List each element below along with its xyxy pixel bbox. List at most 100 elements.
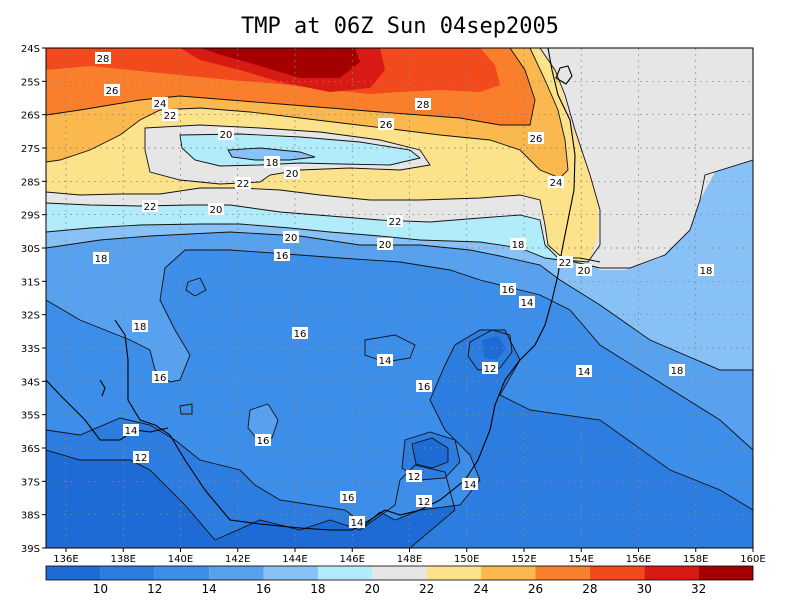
colorbar-swatch bbox=[209, 566, 264, 580]
contour-label: 18 bbox=[264, 156, 280, 169]
lat-label: 24S bbox=[21, 44, 40, 55]
svg-text:24: 24 bbox=[550, 178, 563, 189]
colorbar-swatch bbox=[317, 566, 373, 580]
svg-text:20: 20 bbox=[210, 205, 223, 216]
band-hot-core bbox=[200, 48, 360, 78]
colorbar-swatch bbox=[644, 566, 699, 580]
colorbar-swatch bbox=[535, 566, 590, 580]
colorbar-label: 20 bbox=[365, 582, 380, 596]
contour-label: 20 bbox=[377, 238, 393, 251]
lon-label: 138E bbox=[111, 554, 136, 565]
svg-text:12: 12 bbox=[418, 497, 431, 508]
svg-text:20: 20 bbox=[220, 130, 233, 141]
contour-label: 12 bbox=[406, 470, 422, 483]
colorbar-label: 26 bbox=[528, 582, 543, 596]
contour-label: 14 bbox=[462, 478, 478, 491]
lat-label: 37S bbox=[21, 477, 40, 488]
lat-label: 35S bbox=[21, 411, 40, 422]
lon-label: 158E bbox=[683, 554, 708, 565]
lon-label: 146E bbox=[340, 554, 365, 565]
shaded-fields bbox=[46, 48, 753, 548]
longitude-ticks: 136E 138E 140E 142E 144E 146E 148E 150E 152E 154E… bbox=[53, 548, 766, 565]
colorbar-label: 30 bbox=[637, 582, 652, 596]
lon-label: 154E bbox=[569, 554, 594, 565]
lon-label: 140E bbox=[168, 554, 193, 565]
svg-text:22: 22 bbox=[559, 258, 572, 269]
lat-label: 36S bbox=[21, 444, 40, 455]
contour-label: 16 bbox=[292, 327, 308, 340]
colorbar-label: 28 bbox=[582, 582, 597, 596]
svg-text:22: 22 bbox=[237, 179, 250, 190]
map-title: TMP at 06Z Sun 04sep2005 bbox=[241, 14, 559, 39]
lat-label: 28S bbox=[21, 177, 40, 188]
cold-cell-2 bbox=[482, 336, 506, 360]
colorbar-swatch bbox=[372, 566, 427, 580]
lat-label: 32S bbox=[21, 311, 40, 322]
lat-label: 26S bbox=[21, 111, 40, 122]
svg-text:22: 22 bbox=[144, 202, 157, 213]
contour-label: 12 bbox=[482, 362, 498, 375]
lat-label: 34S bbox=[21, 377, 40, 388]
colorbar-label: 12 bbox=[147, 582, 162, 596]
contour-label: 20 bbox=[284, 167, 300, 180]
contour-label: 28 bbox=[415, 98, 431, 111]
svg-text:20: 20 bbox=[286, 169, 299, 180]
graticule bbox=[46, 48, 753, 548]
contour-label: 16 bbox=[152, 371, 168, 384]
contour-label: 14 bbox=[576, 365, 592, 378]
colorbar-swatch bbox=[698, 566, 753, 580]
svg-text:12: 12 bbox=[484, 364, 497, 375]
svg-text:20: 20 bbox=[379, 240, 392, 251]
contour-lines bbox=[46, 48, 753, 548]
contour-label: 12 bbox=[416, 495, 432, 508]
contour-label: 22 bbox=[162, 109, 178, 122]
contour-label: 12 bbox=[133, 451, 149, 464]
svg-text:22: 22 bbox=[389, 217, 402, 228]
lon-label: 136E bbox=[53, 554, 78, 565]
contour-label: 20 bbox=[576, 264, 592, 277]
svg-text:26: 26 bbox=[380, 120, 393, 131]
contour-label: 26 bbox=[378, 118, 394, 131]
contour-label: 20 bbox=[283, 231, 299, 244]
svg-text:26: 26 bbox=[106, 86, 119, 97]
contour-label: 22 bbox=[557, 256, 573, 269]
contour-label: 22 bbox=[235, 177, 251, 190]
lon-label: 148E bbox=[397, 554, 422, 565]
cold-cell-4 bbox=[412, 438, 448, 468]
colorbar-label: 16 bbox=[256, 582, 271, 596]
svg-text:18: 18 bbox=[134, 322, 147, 333]
lon-label: 150E bbox=[454, 554, 479, 565]
svg-text:24: 24 bbox=[154, 99, 167, 110]
colorbar-label: 24 bbox=[473, 582, 488, 596]
lat-label: 30S bbox=[21, 244, 40, 255]
contour-label: 16 bbox=[500, 283, 516, 296]
lon-label: 156E bbox=[626, 554, 651, 565]
svg-text:14: 14 bbox=[125, 426, 138, 437]
svg-text:22: 22 bbox=[164, 111, 177, 122]
contour-label: 16 bbox=[340, 491, 356, 504]
contour-label: 16 bbox=[274, 249, 290, 262]
svg-text:18: 18 bbox=[671, 366, 684, 377]
lon-label: 160E bbox=[740, 554, 765, 565]
lat-label: 33S bbox=[21, 344, 40, 355]
svg-text:14: 14 bbox=[351, 518, 364, 529]
colorbar-swatch bbox=[154, 566, 210, 580]
svg-text:12: 12 bbox=[135, 453, 148, 464]
svg-text:26: 26 bbox=[530, 134, 543, 145]
svg-text:28: 28 bbox=[97, 54, 110, 65]
contour-label: 22 bbox=[142, 200, 158, 213]
contour-label: 14 bbox=[349, 516, 365, 529]
contour-label: 16 bbox=[255, 434, 271, 447]
colorbar-swatch bbox=[46, 566, 101, 580]
svg-text:16: 16 bbox=[342, 493, 355, 504]
svg-text:18: 18 bbox=[512, 240, 525, 251]
colorbar-label: 32 bbox=[691, 582, 706, 596]
colorbar-swatch bbox=[426, 566, 482, 580]
contour-label: 18 bbox=[510, 238, 526, 251]
contour-label: 28 bbox=[95, 52, 111, 65]
svg-text:16: 16 bbox=[502, 285, 515, 296]
svg-text:18: 18 bbox=[95, 254, 108, 265]
colorbar-label: 22 bbox=[419, 582, 434, 596]
contour-label: 26 bbox=[104, 84, 120, 97]
